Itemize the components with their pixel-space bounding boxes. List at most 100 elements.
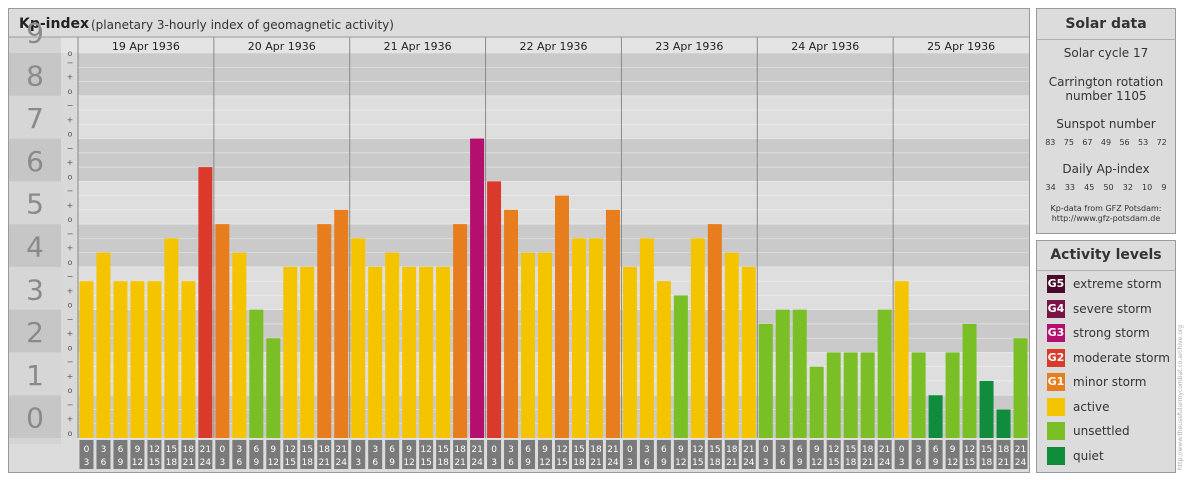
legend-item: G5 extreme storm [1047, 275, 1162, 293]
interval-end-label: 12 [675, 458, 686, 468]
y-tick-label: 9 [26, 17, 44, 50]
kp-bar [198, 167, 213, 439]
source-line-1: Kp-data from GFZ Potsdam: [1050, 204, 1162, 213]
interval-box [385, 440, 400, 469]
day-label: 22 Apr 1936 [519, 40, 587, 53]
interval-start-label: 3 [916, 445, 922, 455]
y-tick-label: 1 [26, 359, 44, 392]
legend-item: quiet [1047, 446, 1104, 465]
kp-bar [419, 266, 434, 438]
day-label: 24 Apr 1936 [791, 40, 859, 53]
kp-bar [181, 281, 196, 438]
day-label: 20 Apr 1936 [248, 40, 316, 53]
sunspot-value: 75 [1063, 138, 1074, 147]
interval-start-label: 15 [845, 445, 856, 455]
interval-end-label: 6 [916, 458, 922, 468]
interval-start-label: 9 [678, 445, 684, 455]
thirds-marker: − [67, 272, 74, 281]
legend-swatch [1047, 422, 1065, 440]
interval-end-label: 9 [933, 458, 939, 468]
kp-chart-panel: Kp-index (planetary 3-hourly index of ge… [8, 8, 1030, 473]
y-band [9, 224, 61, 267]
ap-value: 45 [1084, 183, 1095, 192]
interval-box [487, 440, 502, 469]
y-tick-label: 7 [26, 102, 44, 135]
y-tick-label: 0 [26, 402, 44, 435]
chart-subtitle: (planetary 3-hourly index of geomagnetic… [91, 18, 394, 32]
interval-box [232, 440, 247, 469]
interval-end-label: 21 [319, 458, 330, 468]
interval-start-label: 6 [797, 445, 803, 455]
kp-bar [605, 209, 620, 438]
kp-bar [826, 352, 841, 438]
kp-bar [673, 295, 688, 438]
interval-start-label: 18 [183, 445, 195, 455]
kp-bar [555, 195, 569, 438]
interval-end-label: 9 [661, 458, 667, 468]
interval-start-label: 0 [899, 445, 905, 455]
interval-box [453, 440, 468, 469]
interval-box [436, 440, 451, 469]
kp-bar [1013, 338, 1028, 438]
kp-bar [707, 224, 722, 438]
kp-bar [164, 238, 179, 438]
day-label: 19 Apr 1936 [112, 40, 180, 53]
kp-bar [639, 238, 654, 438]
kp-bar [232, 252, 247, 438]
thirds-marker: o [68, 258, 73, 267]
interval-box [181, 440, 196, 469]
interval-start-label: 12 [828, 445, 839, 455]
interval-start-label: 6 [525, 445, 531, 455]
interval-end-label: 18 [709, 458, 721, 468]
interval-end-label: 15 [149, 458, 160, 468]
y-band [9, 266, 61, 310]
y-band [9, 352, 61, 396]
interval-end-label: 12 [268, 458, 279, 468]
interval-end-label: 24 [200, 458, 212, 468]
interval-end-label: 21 [998, 458, 1009, 468]
y-band [9, 181, 61, 225]
y-band [9, 309, 61, 353]
kp-bar [809, 366, 824, 438]
interval-box [130, 440, 145, 469]
interval-end-label: 15 [285, 458, 296, 468]
interval-box [605, 440, 620, 469]
sunspot-values: 83 75 67 49 56 53 72 [1037, 138, 1175, 147]
source-link[interactable]: http://www.gfz-potsdam.de [1051, 214, 1161, 223]
ap-value: 9 [1161, 183, 1167, 192]
interval-start-label: 12 [285, 445, 296, 455]
ap-value: 10 [1142, 183, 1153, 192]
interval-box [690, 440, 705, 469]
interval-start-label: 6 [389, 445, 395, 455]
kp-bar [962, 323, 977, 438]
interval-box [758, 440, 773, 469]
interval-start-label: 6 [933, 445, 939, 455]
interval-box [419, 440, 434, 469]
plot-band [78, 181, 1029, 225]
legend-label: unsettled [1073, 424, 1130, 438]
interval-box [724, 440, 739, 469]
interval-end-label: 24 [1015, 458, 1027, 468]
kp-bar [724, 252, 739, 438]
interval-start-label: 9 [135, 445, 141, 455]
thirds-marker: + [67, 201, 74, 210]
interval-box [334, 440, 349, 469]
interval-end-label: 21 [862, 458, 873, 468]
sunspot-value: 67 [1082, 138, 1093, 147]
y-band [9, 53, 61, 96]
kp-bar [385, 252, 400, 438]
interval-end-label: 12 [403, 458, 414, 468]
legend-swatch: G2 [1047, 348, 1065, 367]
interval-start-label: 21 [607, 445, 618, 455]
y-band [9, 395, 61, 438]
thirds-marker: + [67, 115, 74, 124]
legend-label: moderate storm [1073, 350, 1170, 365]
interval-start-label: 3 [372, 445, 378, 455]
ap-value: 32 [1122, 183, 1133, 192]
kp-bar [521, 252, 536, 438]
interval-end-label: 6 [780, 458, 786, 468]
interval-box [538, 440, 552, 469]
interval-end-label: 3 [627, 458, 633, 468]
interval-start-label: 15 [709, 445, 720, 455]
kp-bar [249, 309, 264, 438]
